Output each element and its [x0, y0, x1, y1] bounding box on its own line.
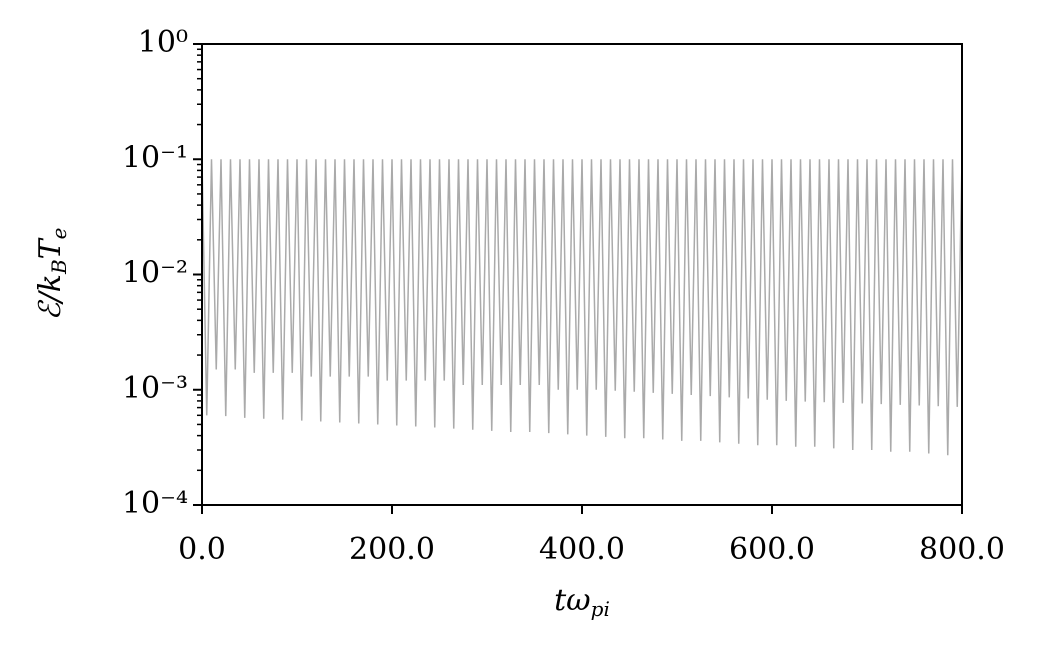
x-tick-label: 600.0 [729, 532, 815, 567]
data-line [201, 159, 963, 456]
y-label-main-2: T [33, 237, 68, 259]
y-tick-label: 10⁻⁴ [122, 486, 188, 521]
y-label-sub: B [47, 259, 71, 275]
x-label-sub: pi [591, 597, 610, 621]
y-label-main: ℰ/k [33, 274, 68, 320]
x-tick-label: 800.0 [919, 532, 1005, 567]
x-tick-label: 400.0 [539, 532, 625, 567]
x-tick-label: 200.0 [349, 532, 435, 567]
y-tick-label: 10⁻¹ [122, 140, 188, 175]
y-tick-label: 10⁻² [122, 256, 188, 291]
x-axis-label: tωpi [554, 583, 610, 621]
y-axis-label: ℰ/kBTe [33, 227, 71, 320]
x-tick-label: 0.0 [178, 532, 226, 567]
plot-frame [201, 43, 963, 506]
y-label-sub-2: e [47, 227, 71, 239]
x-label-main: tω [554, 583, 591, 618]
y-tick-label: 10⁻³ [122, 371, 188, 406]
y-tick-label: 10⁰ [138, 25, 188, 60]
